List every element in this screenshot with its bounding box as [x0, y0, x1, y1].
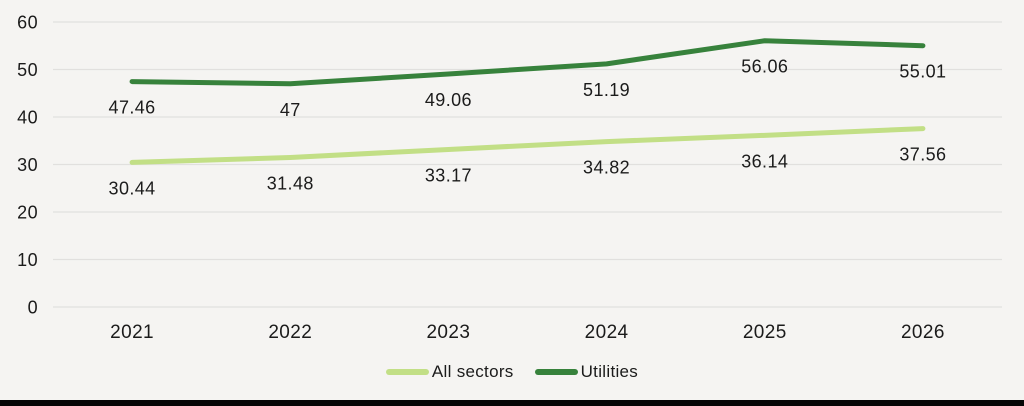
data-label: 56.06	[741, 57, 788, 77]
x-tick-label: 2023	[426, 322, 470, 343]
y-tick-label: 50	[17, 60, 38, 80]
legend-item-all-sectors: All sectors	[385, 362, 514, 382]
x-tick-label: 2024	[585, 322, 629, 343]
y-tick-label: 20	[17, 203, 38, 223]
data-label: 47	[280, 100, 301, 120]
y-tick-label: 30	[17, 155, 38, 175]
data-label: 30.44	[109, 178, 156, 198]
x-tick-label: 2025	[743, 322, 787, 343]
y-tick-label: 0	[28, 298, 38, 318]
data-label: 33.17	[425, 165, 472, 185]
data-label: 51.19	[583, 80, 630, 100]
x-tick-label: 2022	[268, 322, 312, 343]
x-tick-label: 2026	[901, 322, 945, 343]
bottom-bar	[0, 400, 1024, 406]
legend-swatch-utilities	[534, 369, 578, 375]
data-label: 34.82	[583, 158, 630, 178]
x-tick-label: 2021	[110, 322, 154, 343]
y-tick-label: 40	[17, 108, 38, 128]
y-tick-label: 10	[17, 250, 38, 270]
series-line-utilities	[129, 38, 926, 87]
data-label: 37.56	[899, 145, 946, 165]
data-label: 31.48	[267, 173, 314, 193]
data-label: 36.14	[741, 151, 788, 171]
legend-label-utilities: Utilities	[580, 362, 639, 381]
legend: All sectors Utilities	[0, 362, 1024, 382]
y-tick-label: 60	[17, 13, 38, 33]
data-label: 55.01	[899, 62, 946, 82]
legend-item-utilities: Utilities	[534, 362, 639, 382]
data-label: 47.46	[109, 98, 156, 118]
series-line-all-sectors	[129, 126, 926, 165]
legend-label-all-sectors: All sectors	[431, 362, 514, 381]
legend-swatch-all-sectors	[385, 369, 429, 375]
data-label: 49.06	[425, 90, 472, 110]
